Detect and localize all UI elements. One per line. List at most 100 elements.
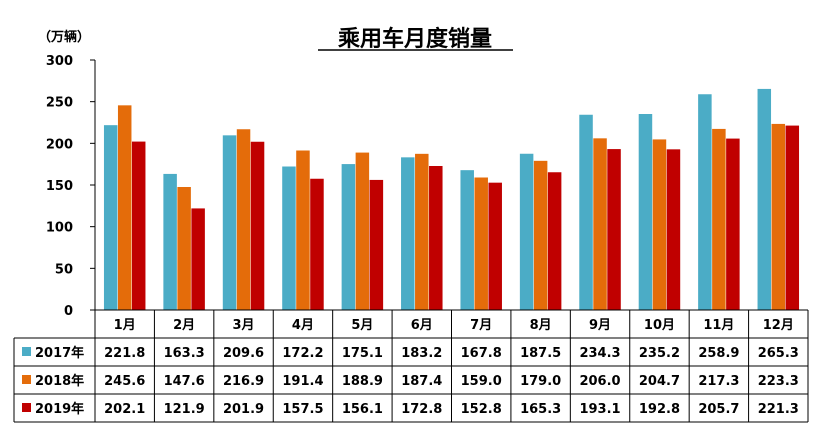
data-cell: 163.3 (164, 346, 205, 361)
data-cell: 193.1 (579, 402, 620, 417)
data-cell: 191.4 (282, 374, 323, 389)
bar-2019年-12月 (785, 125, 800, 310)
bar-2018年-2月 (177, 187, 191, 310)
data-cell: 187.4 (401, 374, 442, 389)
bar-2019年-6月 (429, 166, 443, 310)
category-label: 7月 (470, 318, 492, 333)
legend-label: 2017年 (35, 345, 84, 361)
data-cell: 175.1 (342, 346, 383, 361)
data-cell: 265.3 (758, 346, 799, 361)
category-label: 11月 (703, 318, 734, 333)
bar-2017年-9月 (579, 114, 593, 310)
bar-2018年-10月 (652, 139, 667, 310)
legend-swatch-2017年 (22, 347, 31, 356)
data-cell: 206.0 (579, 374, 620, 389)
data-cell: 147.6 (164, 374, 205, 389)
bar-2017年-5月 (341, 164, 356, 310)
legend-label: 2019年 (35, 401, 84, 417)
bar-2018年-4月 (296, 150, 310, 310)
bar-2019年-3月 (250, 141, 265, 310)
data-cell: 165.3 (520, 402, 561, 417)
bar-2018年-5月 (355, 152, 370, 310)
data-table: 1月 2月 3月 4月 5月 6月 7月 8月 9月 10月 11月 12月 2017年 221.8 163… (13, 309, 809, 423)
data-cell: 223.3 (758, 374, 799, 389)
data-cell: 179.0 (520, 374, 561, 389)
data-cell: 221.8 (104, 346, 145, 361)
bars-layer (103, 88, 800, 311)
category-label: 9月 (589, 318, 611, 333)
bar-2017年-12月 (757, 88, 772, 311)
bar-2018年-9月 (593, 138, 607, 310)
bar-2018年-6月 (415, 153, 429, 310)
bar-2019年-8月 (547, 172, 562, 310)
category-label: 10月 (644, 318, 675, 333)
data-cell: 234.3 (579, 346, 620, 361)
category-label: 5月 (351, 318, 373, 333)
category-label: 6月 (411, 318, 433, 333)
data-cell: 217.3 (698, 374, 739, 389)
bar-2017年-10月 (638, 114, 653, 310)
data-cell: 209.6 (223, 346, 264, 361)
data-cell: 221.3 (758, 402, 799, 417)
data-cell: 172.8 (401, 402, 442, 417)
data-cell: 152.8 (461, 402, 502, 417)
data-cell: 216.9 (223, 374, 264, 389)
y-tick-label: 100 (46, 221, 73, 236)
data-cell: 258.9 (698, 346, 739, 361)
y-axis: 0 50 100 150 200 250 300 (46, 54, 96, 319)
bar-2017年-3月 (222, 135, 237, 310)
bar-2017年-11月 (698, 94, 712, 310)
data-cell: 159.0 (461, 374, 502, 389)
bar-2019年-9月 (607, 149, 621, 310)
bar-2019年-10月 (666, 149, 681, 310)
data-cell: 167.8 (461, 346, 502, 361)
y-tick-label: 300 (46, 54, 73, 69)
data-cell: 245.6 (104, 374, 145, 389)
bar-2019年-5月 (369, 179, 384, 310)
bar-2019年-2月 (191, 208, 205, 310)
bar-2019年-1月 (131, 141, 146, 310)
bar-2017年-2月 (163, 173, 177, 310)
data-cell: 172.2 (282, 346, 323, 361)
category-label: 12月 (763, 318, 794, 333)
bar-2018年-1月 (117, 105, 132, 310)
category-label: 8月 (530, 318, 552, 333)
bar-2019年-7月 (488, 182, 502, 310)
bar-2017年-7月 (460, 170, 474, 310)
data-cell: 157.5 (282, 402, 323, 417)
y-tick-label: 50 (55, 262, 73, 277)
bar-2017年-6月 (401, 157, 415, 310)
y-tick-label: 250 (46, 96, 73, 111)
data-cell: 205.7 (698, 402, 739, 417)
data-cell: 204.7 (639, 374, 680, 389)
legend-swatch-2019年 (22, 403, 31, 412)
data-cell: 192.8 (639, 402, 680, 417)
bar-2018年-12月 (771, 123, 786, 311)
bar-2017年-4月 (282, 166, 296, 310)
bar-2017年-1月 (103, 125, 118, 311)
bar-2019年-4月 (310, 178, 324, 310)
data-cell: 156.1 (342, 402, 383, 417)
data-cell: 202.1 (104, 402, 145, 417)
data-cell: 183.2 (401, 346, 442, 361)
y-tick-label: 200 (46, 137, 73, 152)
bar-2017年-8月 (519, 153, 534, 310)
data-cell: 187.5 (520, 346, 561, 361)
bar-2018年-8月 (533, 160, 548, 310)
data-cell: 235.2 (639, 346, 680, 361)
legend-swatch-2018年 (22, 375, 31, 384)
y-tick-label: 0 (64, 304, 73, 319)
bar-2019年-11月 (726, 138, 740, 310)
legend-label: 2018年 (35, 373, 84, 389)
y-tick-label: 150 (46, 179, 73, 194)
y-axis-unit-label: （万辆） (38, 29, 90, 45)
chart-title: 乘用车月度销量 (337, 26, 492, 52)
data-cell: 201.9 (223, 402, 264, 417)
category-label: 1月 (114, 318, 136, 333)
category-label: 4月 (292, 318, 314, 333)
category-label: 3月 (233, 318, 255, 333)
data-cell: 121.9 (164, 402, 205, 417)
data-cell: 188.9 (342, 374, 383, 389)
bar-2018年-11月 (712, 128, 726, 310)
